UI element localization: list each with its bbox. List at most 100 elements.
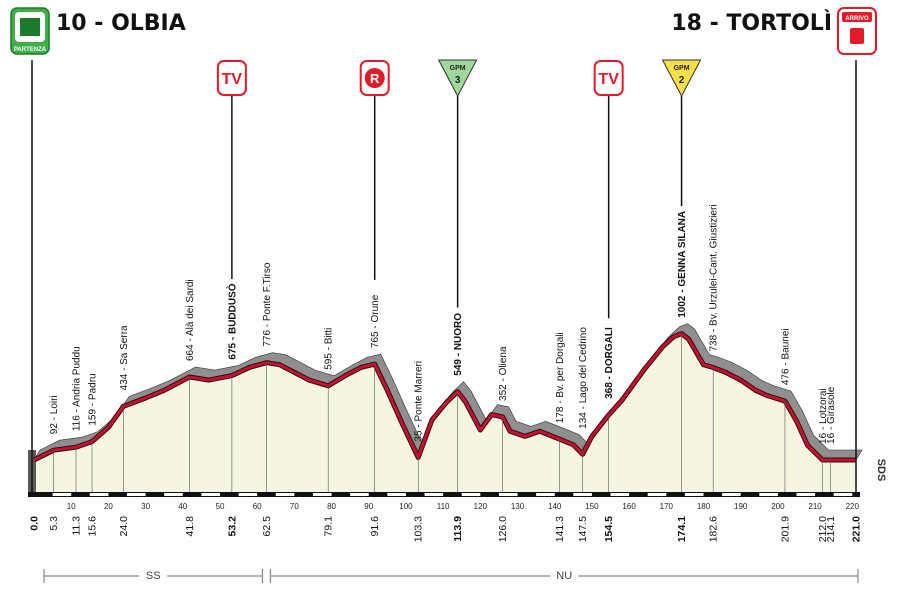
marker-layer: TV R GPM 3 TV GPM 2 (216, 59, 702, 319)
km-label: 174.1 (676, 516, 688, 542)
km-band-segment (238, 493, 258, 496)
location-label: 35 - Ponte Marreri (414, 361, 425, 442)
start-badge: PARTENZA (10, 7, 50, 55)
x-tick-label: 100 (399, 502, 413, 511)
gpm-label: GPM (674, 65, 690, 72)
km-band-segment (275, 493, 295, 496)
location-label: 92 - Loiri (49, 395, 60, 434)
start-badge-label: PARTENZA (14, 47, 47, 53)
km-band-segment (573, 493, 592, 496)
location-label: 776 - Ponte F.Tirso (262, 262, 273, 347)
km-band-segment (424, 493, 444, 496)
x-tick-label: 120 (474, 502, 488, 511)
x-tick-label: 160 (622, 502, 636, 511)
km-label: 103.3 (413, 516, 425, 542)
location-label: 134 - Lago del Cedrino (578, 327, 589, 429)
x-tick-label: 40 (178, 502, 187, 511)
province-label: SS (146, 570, 161, 582)
km-band-segment (833, 493, 853, 496)
km-label: 62.5 (261, 516, 273, 537)
gpm-category: 3 (455, 75, 461, 86)
km-band-segment (164, 493, 183, 496)
km-label: 53.2 (226, 516, 238, 537)
tv-badge-label: TV (222, 71, 243, 88)
gpm-triangle (437, 59, 478, 98)
location-label: 434 - Sa Serra (119, 325, 130, 390)
location-label: 16 - Girasole (826, 386, 837, 444)
km-label: 221.0 (851, 516, 863, 542)
x-tick-label: 220 (846, 502, 860, 511)
km-label: 147.5 (577, 516, 589, 542)
gpm-label: GPM (450, 65, 466, 72)
finish-badge-label: ARRIVO (845, 16, 869, 22)
gpm-triangle (661, 59, 702, 98)
location-labels: 0.0 5.3 92 - Loiri 11.3 116 - Andria Puddu 15… (29, 204, 863, 542)
km-band-segment (722, 493, 741, 496)
gpm-category: 2 (679, 75, 685, 86)
km-band-segment (461, 493, 481, 496)
x-tick-label: 70 (290, 502, 299, 511)
location-label: 1002 - GENNA SILANA (677, 211, 688, 318)
km-band-segment (312, 493, 332, 496)
km-label: 154.5 (603, 516, 615, 542)
x-tick-label: 130 (511, 502, 525, 511)
route-line (33, 332, 856, 462)
tv-badge (593, 60, 624, 96)
x-tick-label: 110 (437, 502, 450, 511)
km-band-segment (647, 493, 667, 496)
km-label: 11.3 (71, 516, 83, 536)
x-tick-label: 90 (364, 502, 373, 511)
location-label: 738 - Bv. Urzulei-Cant. Giustizieri (709, 204, 720, 351)
km-label: 79.1 (323, 516, 335, 537)
x-tick-label: 30 (141, 502, 150, 511)
x-tick-label: 50 (216, 502, 225, 511)
tv-badge-label: TV (598, 71, 619, 88)
x-tick-label: 60 (253, 502, 262, 511)
x-tick-label: 180 (697, 502, 711, 511)
km-band-segment (387, 493, 406, 496)
km-band-segment (610, 493, 630, 496)
location-label: 178 - Bv. per Dorgali (555, 332, 566, 423)
profile-layer (28, 60, 863, 492)
location-label: 116 - Andria Puddu (72, 346, 83, 431)
km-band-segment (350, 493, 369, 496)
km-label: 182.6 (708, 516, 720, 542)
tv-badge (216, 60, 247, 96)
km-label: 24.0 (118, 516, 130, 537)
sds-label: SDS (875, 459, 887, 482)
x-tick-label: 140 (548, 502, 562, 511)
province-bands: SS NU (43, 566, 859, 583)
km-label: 212.0 (817, 516, 829, 542)
start-town: 10 - OLBIA (56, 11, 186, 36)
km-label: 201.9 (779, 516, 791, 542)
finish-town: 18 - TORTOLÌ (671, 10, 832, 36)
km-band-segment (684, 493, 704, 496)
location-label: 664 - Alà dei Sardi (185, 279, 196, 361)
x-tick-label: 190 (734, 502, 748, 511)
km-band-segment (89, 493, 109, 496)
province-label: NU (556, 570, 572, 582)
km-label: 214.1 (825, 516, 837, 542)
refreshment-circle (364, 68, 385, 88)
refreshment-badge-label: R (370, 71, 380, 86)
km-band-segment (759, 493, 778, 496)
km-band-segment (498, 493, 518, 496)
km-band-segment (126, 493, 146, 496)
province-label-bg (550, 566, 579, 582)
x-tick-label: 200 (771, 502, 785, 511)
km-label: 0.0 (29, 516, 41, 531)
x-tick-label: 170 (660, 502, 674, 511)
km-band-segment (52, 493, 72, 496)
axis-ticks: 10 20 30 40 50 60 70 80 90 100 110 120 130 140 150 160 1… (28, 492, 860, 511)
province-label-bg (139, 566, 168, 582)
km-label: 113.9 (452, 516, 464, 542)
km-label: 41.8 (184, 516, 196, 537)
location-label: 595 - Bitti (324, 328, 335, 370)
km-label: 91.6 (369, 516, 381, 537)
km-band-segment (796, 493, 816, 496)
location-label: 476 - Baunei (780, 328, 791, 385)
km-band-segment (201, 493, 220, 496)
location-label: 765 - Orune (370, 294, 381, 348)
km-label: 141.3 (554, 516, 566, 542)
